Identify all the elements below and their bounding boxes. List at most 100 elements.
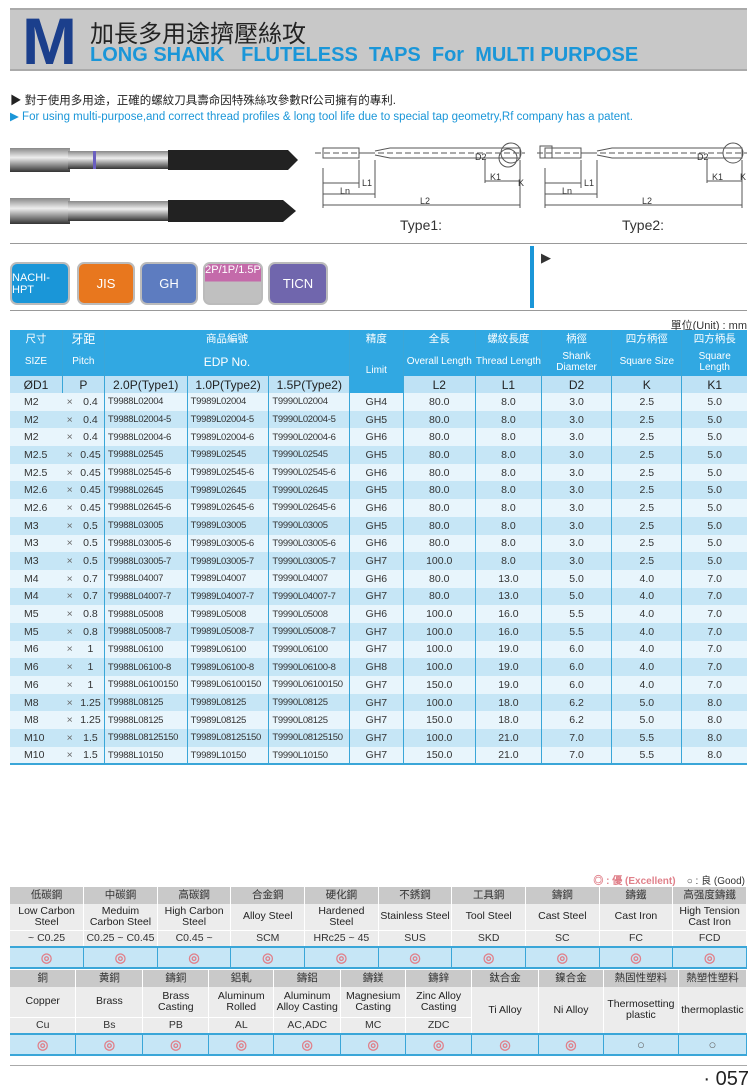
material-en: Hardened Steel [304, 904, 379, 930]
tap-photo [10, 148, 298, 224]
edp-no: T9988L02004-6 [104, 428, 188, 447]
material-row-mark: ◎ ◎ ◎ ◎ ◎ ◎ ◎ ◎ ◎ ○ ○ [10, 1033, 748, 1056]
times: × [66, 625, 73, 638]
size: M2.5 [24, 448, 48, 461]
material-en: Ni Alloy [538, 987, 604, 1034]
pitch: 0.4 [77, 428, 105, 447]
col-edp-zh: 商品編號 [104, 330, 351, 347]
dim-d2: D2 [475, 152, 487, 162]
material-code: AC,ADC [273, 1016, 342, 1034]
edp-no: T9988L02645 [104, 481, 188, 500]
material-zh: 高碳鋼 [157, 887, 232, 904]
table-row: M2 × 0.4 T9988L02004-5 T9989L02004-5 T9990L02… [10, 410, 747, 429]
edp-no: T9990L02645-6 [268, 499, 351, 517]
material-code: MC [340, 1016, 407, 1034]
size: M6 [24, 661, 39, 674]
value: 5.0 [611, 693, 683, 712]
col-d2: Shank Diameter [541, 347, 613, 376]
value: GH5 [349, 516, 404, 535]
value: GH4 [349, 393, 404, 411]
edp-no: T9988L06100-8 [104, 658, 188, 676]
value: 3.0 [541, 410, 613, 429]
pitch: 1 [77, 658, 105, 676]
value: 3.0 [541, 481, 613, 500]
table-row: M2 × 0.4 T9988L02004 T9989L02004 T9990L02004 G… [10, 393, 747, 411]
material-mark: ◎ [10, 1033, 77, 1056]
value: 5.0 [707, 395, 723, 408]
material-en: High Tension Cast Iron [672, 904, 747, 930]
value: 19.0 [475, 640, 542, 659]
arrow-icon: ▶ [541, 250, 551, 265]
legend-good: ○ : 良 (Good) [686, 876, 745, 887]
times: × [66, 749, 73, 762]
value: 5.0 [541, 569, 613, 588]
legend-excellent: ◎ : 優 (Excellent) [593, 876, 676, 887]
material-zh: 鑄鐵 [599, 887, 674, 904]
times: × [66, 484, 73, 497]
value: 8.0 [475, 516, 542, 535]
edp-no: T9988L02645-6 [104, 499, 188, 517]
edp-no: T9988L04007 [104, 569, 188, 588]
value: 8.0 [475, 428, 542, 447]
table-row: M2.6 × 0.45 T9988L02645-6 T9989L02645-6 T9990… [10, 499, 747, 517]
times: × [66, 643, 73, 656]
value: 7.0 [707, 661, 723, 674]
value: 2.5 [611, 552, 683, 570]
pitch: 0.8 [77, 622, 105, 641]
material-en: Meduim Carbon Steel [83, 904, 158, 930]
material-zh: 硬化鋼 [304, 887, 379, 904]
value: GH6 [349, 534, 404, 553]
value: 80.0 [403, 499, 476, 517]
table-row: M2.5 × 0.45 T9988L02545-6 T9989L02545-6 T9990… [10, 463, 747, 482]
value: 80.0 [403, 428, 476, 447]
edp-no: T9990L02645 [268, 481, 351, 500]
material-mark: ◎ [304, 946, 379, 969]
dim-k: K [740, 172, 747, 182]
badge-gh: GH [140, 262, 198, 305]
value: 80.0 [403, 393, 476, 411]
edp-no: T9988L04007-7 [104, 587, 188, 606]
value: 6.2 [541, 693, 613, 712]
material-mark: ○ [678, 1033, 748, 1056]
size: M2 [24, 395, 39, 408]
value: 4.0 [611, 605, 683, 623]
material-code: C0.25 ~ C0.45 [83, 929, 158, 947]
size: M4 [24, 590, 39, 603]
size: M2.5 [24, 466, 48, 479]
material-zh: 鑄鋼 [525, 887, 600, 904]
times: × [66, 413, 73, 426]
value: 100.0 [403, 729, 476, 747]
value: 7.0 [707, 625, 723, 638]
edp-no: T9990L08125 [268, 711, 351, 730]
col-k1-zh: 四方柄長 [681, 330, 747, 347]
size: M3 [24, 537, 39, 550]
material-zh: 鋁軋 [208, 970, 275, 987]
size: M3 [24, 555, 39, 568]
material-en: thermoplastic [678, 987, 748, 1034]
size: M5 [24, 608, 39, 621]
edp-no: T9989L06100 [187, 640, 270, 659]
material-zh: 黄銅 [75, 970, 144, 987]
table-row: M10 × 1.5 T9988L10150 T9989L10150 T9990L10150… [10, 746, 747, 765]
value: 100.0 [403, 605, 476, 623]
material-code: FC [599, 929, 674, 947]
edp-no: T9990L02545-6 [268, 463, 351, 482]
divider [10, 243, 747, 244]
value: 21.0 [475, 729, 542, 747]
value: 7.0 [541, 746, 613, 765]
material-mark: ◎ [230, 946, 306, 969]
edp-no: T9989L03005 [187, 516, 270, 535]
size: M6 [24, 678, 39, 691]
material-mark: ◎ [538, 1033, 604, 1056]
value: GH6 [349, 499, 404, 517]
type1-label: Type1: [400, 217, 443, 233]
value: 3.0 [541, 499, 613, 517]
material-row-en: Low Carbon Steel Meduim Carbon Steel High … [10, 904, 747, 930]
value: 4.0 [611, 676, 683, 694]
edp-no: T9988L03005 [104, 516, 188, 535]
value: 6.0 [541, 676, 613, 694]
dimension-diagrams [315, 142, 747, 208]
spec-table: 尺寸 牙距 商品編號 精度 全長 螺紋長度 柄徑 四方柄徑 四方柄長 SIZE … [10, 330, 747, 765]
edp-no: T9990L08125150 [268, 729, 351, 747]
value: 5.5 [611, 729, 683, 747]
